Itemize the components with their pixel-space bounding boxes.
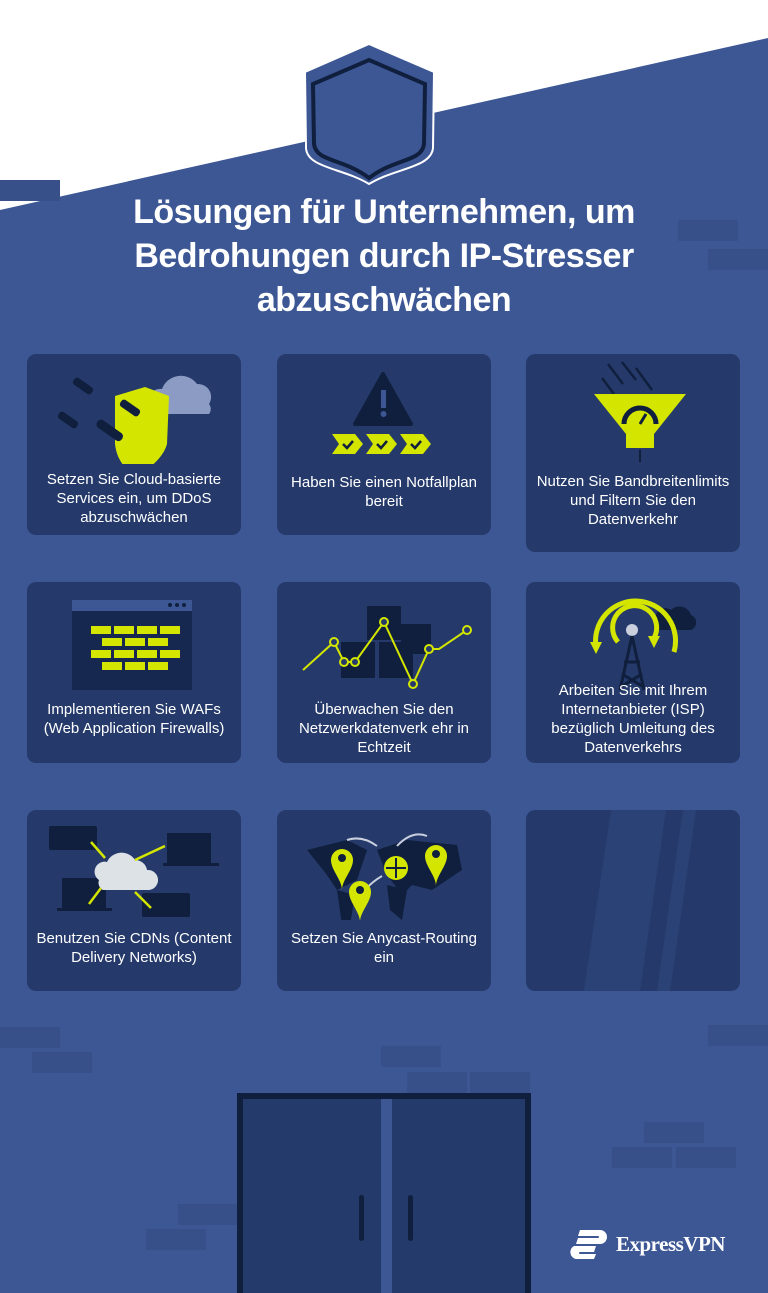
- door-handle-left: [359, 1195, 364, 1241]
- card-text: Überwachen Sie den Netzwerkdatenverk ehr…: [298, 701, 470, 756]
- window-panel: [526, 810, 740, 991]
- card-isp: Arbeiten Sie mit Ihrem Internetanbieter …: [526, 582, 740, 763]
- card-monitoring: Überwachen Sie den Netzwerkdatenverk ehr…: [277, 582, 491, 763]
- page-title: Lösungen für Unternehmen, um Bedrohungen…: [133, 193, 635, 319]
- cloud-devices-icon: [49, 826, 219, 917]
- expressvpn-logo-icon: [570, 1230, 607, 1259]
- card-text: Benutzen Sie CDNs (Content Delivery Netw…: [36, 930, 232, 966]
- card-anycast: Setzen Sie Anycast-Routing ein: [277, 810, 491, 991]
- door: [237, 1093, 531, 1293]
- card-text: Implementieren Sie WAFs (Web Application…: [43, 701, 225, 737]
- card-bandwidth-filter: Nutzen Sie Bandbreitenlimits und Filtern…: [526, 354, 740, 552]
- card-text: Setzen Sie Cloud-basierte Services ein, …: [46, 471, 222, 526]
- card-cdn: Benutzen Sie CDNs (Content Delivery Netw…: [27, 810, 241, 991]
- card-emergency-plan: Haben Sie einen Notfallplan bereit: [277, 354, 491, 535]
- card-text: Haben Sie einen Notfallplan bereit: [291, 474, 477, 510]
- card-text: Arbeiten Sie mit Ihrem Internetanbieter …: [551, 682, 715, 756]
- card-cloud-services: Setzen Sie Cloud-basierte Services ein, …: [27, 354, 241, 535]
- card-waf: Implementieren Sie WAFs (Web Application…: [27, 582, 241, 763]
- shield-icon: [305, 42, 436, 186]
- world-map-pins-icon: [307, 833, 462, 920]
- door-handle-right: [408, 1195, 413, 1241]
- shield-cloud-icon: [57, 375, 212, 464]
- card-text: Nutzen Sie Bandbreitenlimits und Filtern…: [536, 473, 730, 528]
- expressvpn-logo: ExpressVPN: [570, 1228, 725, 1260]
- antenna-tower-icon: [590, 598, 697, 691]
- card-text: Setzen Sie Anycast-Routing ein: [291, 930, 477, 966]
- window-reflection: [584, 810, 696, 991]
- network-chart-icon: [302, 606, 472, 689]
- funnel-gauge-icon: [594, 361, 686, 462]
- browser-firewall-icon: [72, 600, 192, 690]
- warning-checklist-icon: [332, 372, 431, 454]
